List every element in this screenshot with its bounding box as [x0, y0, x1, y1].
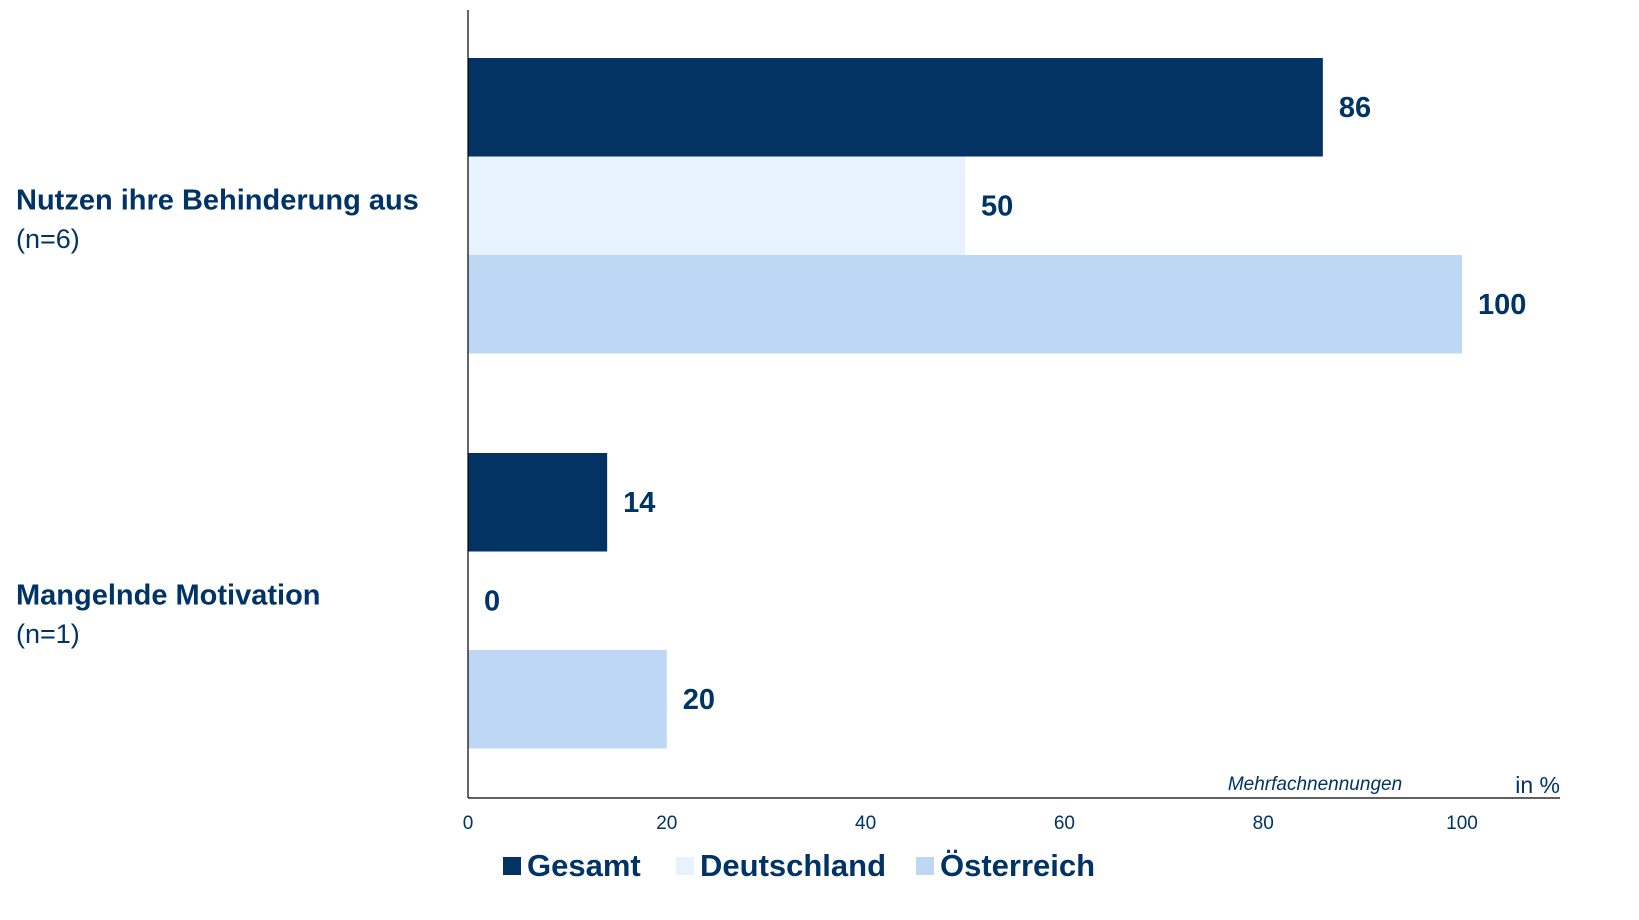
category-note: (n=1) [16, 619, 80, 649]
value-label: 0 [484, 585, 500, 617]
x-tick-label: 0 [463, 813, 474, 834]
x-tick-label: 40 [855, 813, 876, 834]
value-label: 20 [683, 684, 715, 716]
category-note: (n=6) [16, 224, 80, 254]
value-label: 14 [623, 487, 655, 519]
value-label: 50 [981, 190, 1013, 222]
unit-label: in % [1515, 772, 1560, 798]
bar [468, 156, 965, 255]
value-label: 86 [1339, 92, 1371, 124]
x-tick-label: 60 [1054, 813, 1075, 834]
value-label: 100 [1478, 289, 1526, 321]
legend-swatch [916, 857, 934, 875]
bar [468, 58, 1323, 157]
category-label: Mangelnde Motivation [16, 579, 321, 611]
legend-label: Gesamt [527, 848, 641, 883]
x-tick-label: 100 [1446, 813, 1478, 834]
legend-label: Deutschland [700, 848, 886, 883]
bar [468, 650, 667, 749]
x-tick-label: 80 [1253, 813, 1274, 834]
category-label: Nutzen ihre Behinderung aus [16, 184, 419, 216]
bar [468, 255, 1462, 354]
x-tick-label: 20 [656, 813, 677, 834]
legend-swatch [676, 857, 694, 875]
legend-label: Österreich [940, 848, 1095, 883]
annotation: Mehrfachnennungen [1228, 774, 1402, 795]
bar [468, 453, 608, 552]
legend-swatch [503, 857, 521, 875]
